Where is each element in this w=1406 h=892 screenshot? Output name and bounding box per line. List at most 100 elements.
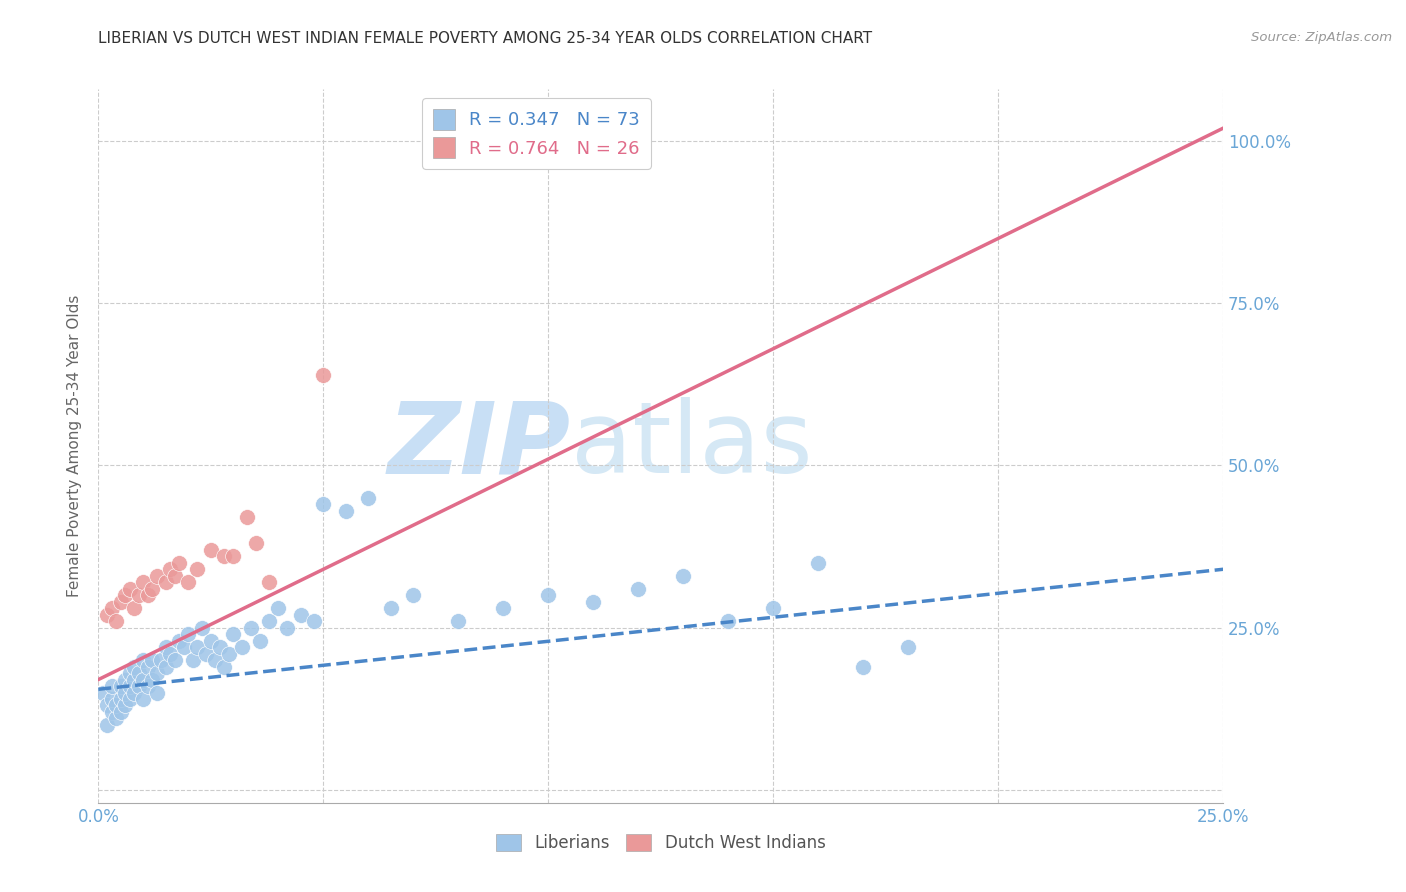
Point [582, 595, 605, 609]
Point [357, 491, 380, 505]
Point [186, 562, 208, 576]
Point [132, 673, 155, 687]
Point [146, 685, 169, 699]
Point [105, 614, 128, 628]
Point [141, 653, 163, 667]
Point [312, 497, 335, 511]
Text: Source: ZipAtlas.com: Source: ZipAtlas.com [1251, 31, 1392, 45]
Point [173, 640, 195, 654]
Point [537, 588, 560, 602]
Point [245, 536, 267, 550]
Point [146, 568, 169, 582]
Point [276, 621, 298, 635]
Point [110, 692, 132, 706]
Point [236, 510, 259, 524]
Point [132, 653, 155, 667]
Point [132, 692, 155, 706]
Point [96, 698, 118, 713]
Point [124, 685, 146, 699]
Point [222, 627, 245, 641]
Point [146, 666, 169, 681]
Point [717, 614, 740, 628]
Point [136, 588, 159, 602]
Point [118, 582, 141, 596]
Text: LIBERIAN VS DUTCH WEST INDIAN FEMALE POVERTY AMONG 25-34 YEAR OLDS CORRELATION C: LIBERIAN VS DUTCH WEST INDIAN FEMALE POV… [98, 31, 873, 46]
Point [259, 575, 281, 590]
Point [118, 679, 141, 693]
Point [155, 640, 177, 654]
Point [231, 640, 253, 654]
Point [191, 621, 214, 635]
Point [222, 549, 245, 564]
Point [136, 659, 159, 673]
Point [380, 601, 402, 615]
Point [159, 647, 181, 661]
Point [177, 627, 200, 641]
Point [762, 601, 785, 615]
Point [118, 692, 141, 706]
Point [101, 705, 124, 719]
Point [124, 659, 146, 673]
Point [169, 633, 191, 648]
Point [91, 685, 114, 699]
Point [177, 575, 200, 590]
Point [128, 679, 150, 693]
Point [169, 556, 191, 570]
Y-axis label: Female Poverty Among 25-34 Year Olds: Female Poverty Among 25-34 Year Olds [67, 295, 83, 597]
Point [402, 588, 425, 602]
Point [155, 659, 177, 673]
Point [124, 673, 146, 687]
Point [852, 659, 875, 673]
Point [110, 705, 132, 719]
Point [200, 542, 222, 557]
Point [132, 575, 155, 590]
Point [204, 653, 226, 667]
Text: ZIP: ZIP [388, 398, 571, 494]
Point [118, 666, 141, 681]
Point [186, 640, 208, 654]
Point [96, 607, 118, 622]
Point [240, 621, 263, 635]
Point [101, 601, 124, 615]
Point [159, 562, 181, 576]
Point [128, 588, 150, 602]
Point [96, 718, 118, 732]
Point [155, 575, 177, 590]
Point [128, 666, 150, 681]
Point [259, 614, 281, 628]
Point [150, 653, 173, 667]
Point [290, 607, 312, 622]
Text: atlas: atlas [571, 398, 813, 494]
Point [897, 640, 920, 654]
Point [101, 692, 124, 706]
Point [110, 595, 132, 609]
Point [101, 679, 124, 693]
Point [335, 504, 357, 518]
Point [208, 640, 231, 654]
Point [312, 368, 335, 382]
Point [105, 698, 128, 713]
Point [447, 614, 470, 628]
Point [218, 647, 240, 661]
Point [267, 601, 290, 615]
Point [672, 568, 695, 582]
Point [110, 679, 132, 693]
Point [105, 711, 128, 725]
Point [114, 588, 136, 602]
Point [136, 679, 159, 693]
Point [200, 633, 222, 648]
Point [807, 556, 830, 570]
Point [214, 659, 236, 673]
Point [141, 582, 163, 596]
Point [627, 582, 650, 596]
Point [114, 698, 136, 713]
Point [181, 653, 204, 667]
Point [304, 614, 326, 628]
Point [574, 153, 596, 168]
Point [124, 601, 146, 615]
Point [249, 633, 271, 648]
Point [114, 685, 136, 699]
Point [141, 673, 163, 687]
Point [492, 601, 515, 615]
Legend: Liberians, Dutch West Indians: Liberians, Dutch West Indians [489, 827, 832, 859]
